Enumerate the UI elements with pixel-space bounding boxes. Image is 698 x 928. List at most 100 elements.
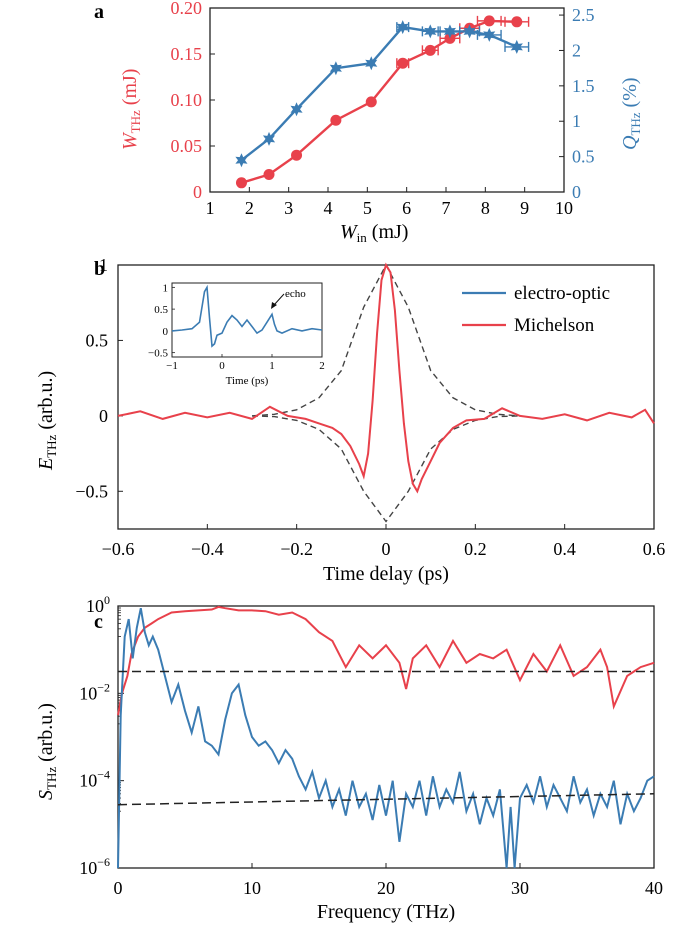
panel-c-x-tick-label: 30 — [511, 878, 529, 898]
panel-b-x-tick-label: 0.6 — [643, 539, 666, 559]
panel-a-point-star — [443, 24, 456, 39]
panel-a-series — [235, 15, 530, 189]
panel-c-y-label: STHz (arb.u.) — [35, 703, 59, 800]
inset-x-label: Time (ps) — [226, 375, 269, 387]
panel-b-x-label: Time delay (ps) — [323, 563, 449, 585]
panel-a: a 1 2 3 4 5 6 7 8 9 10 0 0.05 0.10 0.15 0.20 0 0.5 1 1.5… — [94, 0, 643, 245]
panel-a-point-star — [396, 20, 409, 35]
inset-electro-optic-line — [171, 284, 323, 348]
panel-b-series — [117, 262, 655, 523]
inset-x-tick-label: −1 — [166, 360, 178, 372]
panel-a-point-circle — [483, 15, 495, 27]
panel-a-left-tick-label: 0 — [193, 182, 202, 202]
panel-a-point-star — [424, 24, 437, 39]
panel-b-michelson-line — [117, 262, 655, 494]
panel-c-x-ticks: 0 10 20 30 40 — [114, 863, 663, 898]
panel-a-line-circle — [241, 19, 517, 184]
panel-b-x-tick-label: 0.4 — [553, 539, 576, 559]
panel-b-inset: −1 0 1 2 1 0.5 0 −0.5 Time (ps) echo — [148, 282, 325, 387]
panel-a-x-label: Win (mJ) — [340, 221, 408, 245]
inset-y-tick-label: 1 — [163, 282, 169, 294]
panel-c-series — [117, 605, 655, 869]
panel-c-y-tick-label: 100 — [86, 593, 110, 616]
panel-b-x-tick-label: −0.6 — [102, 539, 135, 559]
panel-a-right-tick-label: 0 — [572, 182, 581, 202]
panel-a-point-star — [235, 153, 248, 168]
panel-c-x-label: Frequency (THz) — [317, 901, 455, 923]
panel-a-left-tick-label: 0.20 — [171, 0, 203, 18]
panel-a-point-circle — [511, 16, 523, 28]
panel-a-point-circle — [330, 114, 342, 126]
panel-a-x-tick-label: 10 — [555, 198, 573, 218]
panel-a-point-circle — [365, 96, 377, 108]
inset-x-tick-label: 2 — [319, 360, 325, 372]
panel-c-x-tick-label: 40 — [645, 878, 663, 898]
panel-c-line-Michelson — [117, 605, 655, 716]
panel-c-x-tick-label: 0 — [114, 878, 123, 898]
legend-label-michelson: Michelson — [514, 315, 595, 336]
panel-label-a: a — [94, 1, 104, 23]
panel-a-point-star — [510, 39, 523, 54]
panel-a-point-star — [262, 131, 276, 146]
panel-a-point-star — [365, 56, 378, 71]
panel-b-legend: electro-optic Michelson — [462, 283, 610, 336]
panel-b-y-label: ETHz (arb.u.) — [35, 371, 59, 471]
panel-c-y-tick-label: 10−4 — [79, 768, 110, 791]
panel-a-point-circle — [444, 32, 456, 44]
panel-b-y-tick-label: 0 — [99, 406, 108, 426]
panel-a-point-circle — [263, 169, 275, 181]
panel-a-x-ticks: 1 2 3 4 5 6 7 8 9 10 — [206, 187, 573, 218]
panel-a-x-tick-label: 6 — [402, 198, 411, 218]
panel-a-right-tick-label: 0.5 — [572, 147, 595, 167]
panel-c: c 0 10 20 30 40 100 10−2 10−4 10−6 Frequency (T… — [35, 593, 663, 923]
panel-a-left-ticks: 0 0.05 0.10 0.15 0.20 — [171, 0, 215, 202]
panel-a-x-tick-label: 1 — [206, 198, 215, 218]
panel-a-right-y-label: QTHz (%) — [619, 77, 643, 150]
panel-a-x-tick-label: 2 — [245, 198, 254, 218]
panel-c-x-tick-label: 10 — [243, 878, 261, 898]
panel-a-right-tick-label: 1.5 — [572, 76, 595, 96]
panel-a-right-tick-label: 1 — [572, 111, 581, 131]
inset-echo-annotation: echo — [285, 288, 306, 300]
inset-y-tick-label: 0 — [163, 326, 169, 338]
inset-x-tick-label: 1 — [269, 360, 275, 372]
panel-a-right-tick-label: 2 — [572, 40, 581, 60]
panel-a-point-star — [463, 24, 476, 39]
inset-x-tick-label: 0 — [219, 360, 225, 372]
panel-b-y-tick-label: −0.5 — [75, 481, 108, 501]
panel-a-x-tick-label: 9 — [520, 198, 529, 218]
panel-b-x-tick-label: 0.2 — [464, 539, 487, 559]
panel-a-point-circle — [235, 177, 247, 189]
panel-a-x-tick-label: 7 — [442, 198, 451, 218]
panel-a-point-circle — [424, 44, 436, 56]
panel-c-x-tick-label: 20 — [377, 878, 395, 898]
inset-series — [171, 284, 323, 348]
legend-label-electro-optic: electro-optic — [514, 283, 610, 304]
panel-a-left-tick-label: 0.15 — [171, 44, 203, 64]
panel-a-point-star — [329, 61, 342, 76]
panel-a-x-tick-label: 3 — [284, 198, 293, 218]
panel-a-x-tick-label: 8 — [481, 198, 490, 218]
panel-c-line-electro-optic — [117, 608, 655, 869]
panel-a-x-tick-label: 5 — [363, 198, 372, 218]
panel-a-point-circle — [291, 149, 303, 161]
panel-b-x-tick-label: 0 — [382, 539, 391, 559]
panel-label-c: c — [94, 611, 103, 633]
panel-b-envelope-lower — [251, 415, 521, 523]
panel-a-left-y-label: WTHz (mJ) — [119, 69, 143, 150]
panel-c-y-tick-label: 10−2 — [79, 680, 110, 703]
panel-c-line-lower-noise-floor — [117, 793, 655, 806]
panel-b-x-tick-label: −0.2 — [280, 539, 313, 559]
inset-echo-arrowhead — [271, 302, 277, 309]
panel-a-x-tick-label: 4 — [324, 198, 333, 218]
panel-label-b: b — [94, 258, 105, 280]
panel-a-left-tick-label: 0.10 — [171, 90, 203, 110]
inset-echo-arrow — [273, 293, 285, 306]
panel-c-y-tick-label: 10−6 — [79, 855, 110, 878]
panel-a-frame — [209, 7, 565, 193]
panel-b-y-tick-label: 0.5 — [86, 330, 109, 350]
panel-c-y-ticks: 100 10−2 10−4 10−6 — [79, 593, 124, 878]
panel-a-right-ticks: 0 0.5 1 1.5 2 2.5 — [559, 5, 595, 202]
panel-b: b −0.6 −0.4 −0.2 0 0.2 0.4 0.6 −0.5 0 0.5 1 Time … — [35, 255, 665, 585]
